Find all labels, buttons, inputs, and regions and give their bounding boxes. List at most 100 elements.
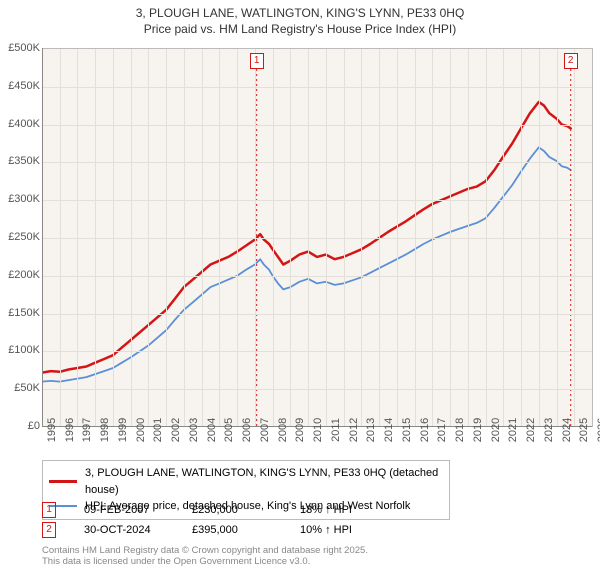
grid-line-v xyxy=(273,49,274,427)
grid-line-h xyxy=(42,125,592,126)
grid-line-h xyxy=(42,87,592,88)
grid-line-v xyxy=(308,49,309,427)
title-line-2: Price paid vs. HM Land Registry's House … xyxy=(0,22,600,38)
x-axis-label: 2013 xyxy=(365,418,377,442)
title-block: 3, PLOUGH LANE, WATLINGTON, KING'S LYNN,… xyxy=(0,0,600,37)
transaction-row: 1 09-FEB-2007 £230,000 13% ↑ HPI xyxy=(42,502,380,518)
transaction-vs-hpi: 10% ↑ HPI xyxy=(300,524,380,536)
grid-line-v xyxy=(184,49,185,427)
x-axis-label: 2018 xyxy=(454,418,466,442)
grid-line-v xyxy=(219,49,220,427)
grid-line-h xyxy=(42,200,592,201)
grid-line-v xyxy=(521,49,522,427)
y-axis-label: £50K xyxy=(14,382,40,394)
x-axis-label: 2004 xyxy=(206,418,218,442)
grid-line-h xyxy=(42,162,592,163)
grid-line-h xyxy=(42,238,592,239)
x-axis-label: 1999 xyxy=(117,418,129,442)
y-axis-label: £150K xyxy=(8,307,40,319)
grid-line-h xyxy=(42,276,592,277)
y-axis-label: £500K xyxy=(8,42,40,54)
y-axis-label: £450K xyxy=(8,80,40,92)
grid-line-v xyxy=(326,49,327,427)
x-axis-label: 2012 xyxy=(348,418,360,442)
y-axis-label: £200K xyxy=(8,269,40,281)
grid-line-v xyxy=(415,49,416,427)
copyright: Contains HM Land Registry data © Crown c… xyxy=(42,545,368,568)
legend-row: 3, PLOUGH LANE, WATLINGTON, KING'S LYNN,… xyxy=(49,465,443,498)
chart-marker: 1 xyxy=(250,53,264,69)
y-axis-line xyxy=(42,48,43,426)
transaction-price: £230,000 xyxy=(192,504,272,516)
x-axis-label: 2014 xyxy=(383,418,395,442)
grid-line-v xyxy=(60,49,61,427)
grid-line-v xyxy=(202,49,203,427)
grid-line-v xyxy=(113,49,114,427)
grid-line-v xyxy=(432,49,433,427)
grid-line-v xyxy=(361,49,362,427)
title-line-1: 3, PLOUGH LANE, WATLINGTON, KING'S LYNN,… xyxy=(0,6,600,22)
x-axis-label: 2006 xyxy=(241,418,253,442)
x-axis-label: 2008 xyxy=(277,418,289,442)
y-axis-label: £350K xyxy=(8,155,40,167)
grid-line-v xyxy=(397,49,398,427)
grid-line-v xyxy=(131,49,132,427)
x-axis-label: 2016 xyxy=(419,418,431,442)
x-axis-label: 2007 xyxy=(259,418,271,442)
grid-line-v xyxy=(557,49,558,427)
grid-line-v xyxy=(166,49,167,427)
grid-line-v xyxy=(486,49,487,427)
grid-line-h xyxy=(42,389,592,390)
x-axis-label: 2021 xyxy=(507,418,519,442)
x-axis-label: 2010 xyxy=(312,418,324,442)
x-axis-label: 2024 xyxy=(561,418,573,442)
transaction-vs-hpi: 13% ↑ HPI xyxy=(300,504,380,516)
x-axis-label: 2025 xyxy=(578,418,590,442)
plot-area: 12 xyxy=(42,48,593,427)
grid-line-v xyxy=(468,49,469,427)
x-axis-label: 1996 xyxy=(64,418,76,442)
x-axis-label: 2023 xyxy=(543,418,555,442)
x-axis-label: 1995 xyxy=(46,418,58,442)
y-axis-label: £100K xyxy=(8,344,40,356)
x-axis-label: 2011 xyxy=(330,418,342,442)
grid-line-v xyxy=(450,49,451,427)
x-axis-label: 2022 xyxy=(525,418,537,442)
x-axis-label: 2017 xyxy=(436,418,448,442)
grid-line-v xyxy=(148,49,149,427)
grid-line-v xyxy=(290,49,291,427)
legend-swatch xyxy=(49,480,77,483)
chart-marker: 2 xyxy=(564,53,578,69)
transaction-price: £395,000 xyxy=(192,524,272,536)
transaction-marker: 1 xyxy=(42,502,56,518)
copyright-line-1: Contains HM Land Registry data © Crown c… xyxy=(42,545,368,556)
grid-line-v xyxy=(77,49,78,427)
transaction-marker: 2 xyxy=(42,522,56,538)
grid-line-v xyxy=(503,49,504,427)
x-axis-label: 2015 xyxy=(401,418,413,442)
x-axis-label: 2019 xyxy=(472,418,484,442)
y-axis-label: £0 xyxy=(28,420,40,432)
x-axis-label: 2005 xyxy=(223,418,235,442)
x-axis-label: 2009 xyxy=(294,418,306,442)
y-axis-label: £250K xyxy=(8,231,40,243)
grid-line-v xyxy=(237,49,238,427)
grid-line-v xyxy=(344,49,345,427)
transaction-date: 30-OCT-2024 xyxy=(84,524,164,536)
transaction-row: 2 30-OCT-2024 £395,000 10% ↑ HPI xyxy=(42,522,380,538)
chart-container: 3, PLOUGH LANE, WATLINGTON, KING'S LYNN,… xyxy=(0,0,600,560)
x-axis-label: 2026 xyxy=(596,418,600,442)
copyright-line-2: This data is licensed under the Open Gov… xyxy=(42,556,310,567)
grid-line-v xyxy=(379,49,380,427)
grid-line-h xyxy=(42,351,592,352)
grid-line-v xyxy=(95,49,96,427)
y-axis-label: £400K xyxy=(8,118,40,130)
grid-line-v xyxy=(574,49,575,427)
grid-line-v xyxy=(539,49,540,427)
x-axis-label: 1998 xyxy=(99,418,111,442)
grid-line-v xyxy=(255,49,256,427)
y-axis-label: £300K xyxy=(8,193,40,205)
x-axis-label: 2020 xyxy=(490,418,502,442)
legend-label: 3, PLOUGH LANE, WATLINGTON, KING'S LYNN,… xyxy=(85,465,443,498)
series-hpi xyxy=(42,147,571,381)
